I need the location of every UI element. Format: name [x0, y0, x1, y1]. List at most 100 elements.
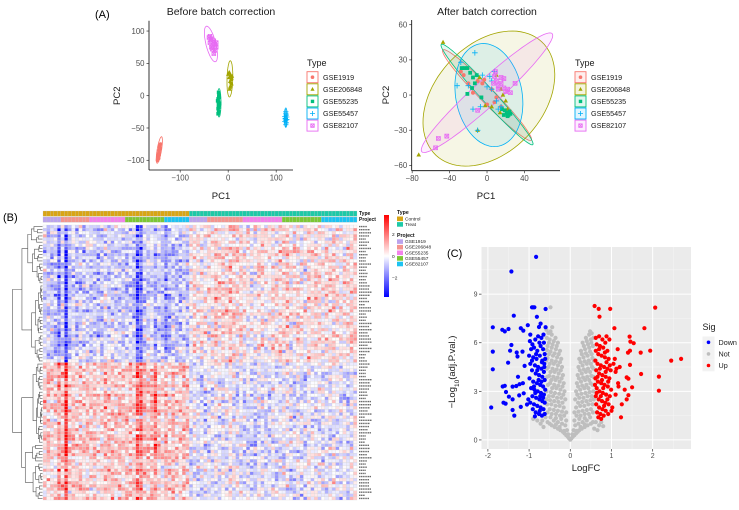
heatmap-cell [196, 262, 201, 266]
legend-label: GSE82107 [323, 121, 358, 130]
heatmap-cell [192, 253, 197, 257]
heatmap-cell [314, 249, 318, 254]
heatmap-cell [346, 290, 350, 294]
heatmap-cell [328, 259, 333, 263]
heatmap-cell [178, 262, 183, 266]
heatmap-cell [135, 328, 140, 332]
scatter-point [489, 104, 494, 109]
heatmap-cell [96, 353, 101, 357]
legend-item: GSE1919 [306, 71, 354, 84]
heatmap-cell [182, 231, 186, 235]
heatmap-cell [210, 268, 215, 273]
heatmap-cell [324, 274, 329, 279]
heatmap-cell [114, 265, 119, 269]
heatmap-cell [296, 381, 301, 385]
heatmap-cell [199, 290, 204, 294]
heatmap-cell [64, 293, 69, 298]
heatmap-cell [146, 293, 151, 298]
heatmap-cell [146, 315, 151, 319]
heatmap-cell [331, 349, 336, 354]
heatmap-cell [128, 356, 133, 360]
heatmap-cell [285, 228, 290, 232]
y-axis-label: PC2 [381, 86, 392, 104]
heatmap-cell [278, 359, 283, 363]
heatmap-cell [78, 262, 83, 266]
heatmap-cell [264, 246, 268, 251]
heatmap-cell [139, 237, 144, 241]
heatmap-cell [135, 371, 140, 376]
heatmap-cell [289, 368, 293, 373]
heatmap-cell [189, 356, 193, 360]
heatmap-cell [99, 249, 104, 254]
scatter-point [207, 33, 213, 39]
heatmap-cell [96, 371, 101, 376]
heatmap-cell [224, 362, 229, 366]
heatmap-cell [124, 293, 129, 298]
heatmap-cell [107, 356, 111, 360]
heatmap-cell [46, 381, 51, 385]
heatmap-cell [92, 343, 97, 348]
heatmap-cell [324, 315, 329, 319]
heatmap-cell [46, 324, 51, 329]
heatmap-cell [306, 287, 311, 291]
heatmap-cell [296, 349, 301, 354]
heatmap-cell [299, 281, 304, 285]
heatmap-cell [285, 331, 290, 335]
heatmap-cell [153, 374, 158, 379]
heatmap-cell [96, 290, 101, 294]
heatmap-cell [278, 256, 283, 260]
heatmap-cell [85, 362, 90, 366]
heatmap-cell [217, 268, 222, 273]
annotation-cell-type [42, 210, 47, 217]
heatmap-cell [339, 349, 343, 354]
heatmap-cell [231, 224, 236, 229]
heatmap-cell [174, 303, 179, 307]
heatmap-cell [85, 246, 90, 251]
heatmap-cell [107, 365, 111, 369]
heatmap-cell [310, 306, 315, 310]
heatmap-cell [135, 368, 140, 373]
heatmap-cell [57, 359, 61, 363]
heatmap-cell [50, 349, 54, 354]
heatmap-cell [249, 374, 254, 379]
annotation-cell-project [139, 216, 144, 223]
heatmap-cell [124, 334, 129, 338]
heatmap-cell [78, 293, 83, 298]
heatmap-cell [57, 237, 61, 241]
heatmap-cell [214, 231, 218, 235]
heatmap-cell [67, 315, 72, 319]
heatmap-cell [289, 309, 293, 313]
heatmap-cell [171, 246, 176, 251]
annotation-cell-type [249, 210, 254, 217]
heatmap-cell [235, 324, 240, 329]
heatmap-cell [210, 315, 215, 319]
heatmap-cell [328, 368, 333, 373]
heatmap-cell [264, 346, 268, 351]
heatmap-cell [107, 299, 111, 304]
heatmap-cell [142, 324, 147, 329]
heatmap-cell [124, 284, 129, 288]
heatmap-cell [192, 256, 197, 260]
heatmap-cell [160, 378, 165, 382]
heatmap-cell [303, 365, 308, 369]
heatmap-cell [142, 259, 147, 263]
heatmap-cell [253, 331, 258, 335]
heatmap-cell [278, 384, 283, 388]
heatmap-cell [203, 259, 208, 263]
heatmap-cell [96, 249, 101, 254]
heatmap-cell [264, 287, 268, 291]
heatmap-cell [207, 274, 211, 279]
heatmap-cell [57, 274, 61, 279]
heatmap-cell [178, 324, 183, 329]
heatmap-cell [64, 378, 69, 382]
heatmap-cell [128, 299, 133, 304]
heatmap-cell [124, 262, 129, 266]
heatmap-cell [107, 231, 111, 235]
heatmap-cell [342, 306, 347, 310]
heatmap-cell [260, 228, 265, 232]
heatmap-cell [78, 374, 83, 379]
heatmap-cell [285, 359, 290, 363]
heatmap-cell [71, 318, 76, 323]
heatmap-cell [96, 284, 101, 288]
heatmap-cell [157, 318, 161, 323]
